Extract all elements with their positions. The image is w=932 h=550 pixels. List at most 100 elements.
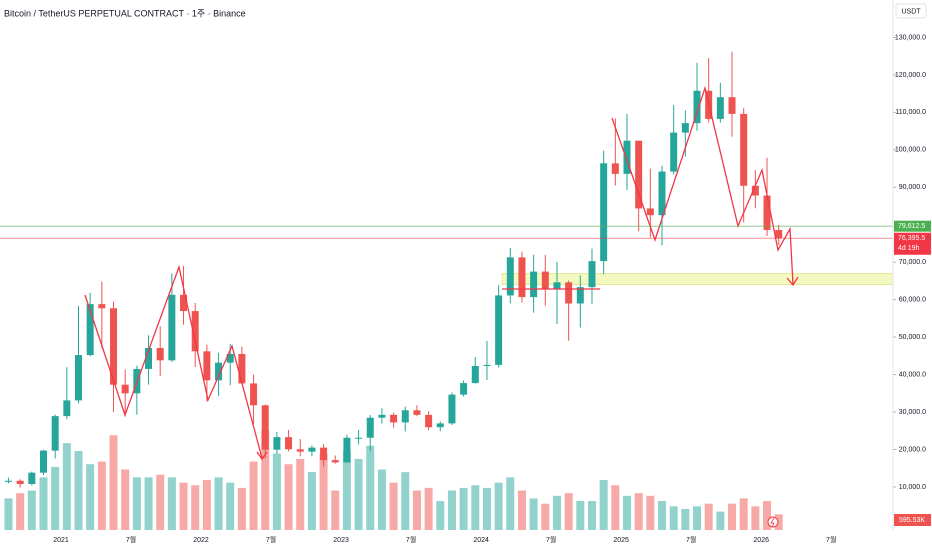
volume-bar	[506, 477, 515, 530]
x-tick-label: 2022	[193, 537, 209, 544]
candle-body	[355, 437, 363, 439]
volume-bar	[494, 482, 503, 530]
candle-body	[366, 417, 374, 438]
volume-bar	[144, 477, 153, 530]
volume-bar	[354, 458, 363, 530]
volume-bar	[97, 461, 106, 530]
volume-bar	[728, 503, 737, 530]
x-tick-label: 7월	[686, 535, 696, 544]
y-tick-label: 100,000.0	[895, 147, 926, 154]
candle-body	[156, 347, 164, 361]
volume-bar	[4, 498, 13, 530]
volume-bar	[319, 453, 328, 530]
price-label-box	[894, 220, 931, 232]
candle-body	[343, 437, 351, 463]
candle-body	[436, 423, 444, 428]
volume-bar	[599, 480, 608, 530]
volume-bar	[331, 490, 340, 530]
volume-bar	[517, 490, 526, 530]
volume-bar	[693, 506, 702, 530]
arrow-head	[256, 451, 268, 461]
volume-bar	[366, 445, 375, 530]
candle-body	[28, 472, 36, 485]
candle-body	[4, 480, 12, 482]
volume-bar	[611, 485, 620, 530]
y-tick-label: 20,000.0	[899, 446, 926, 453]
candle-body	[495, 295, 503, 365]
volume-bar	[412, 490, 421, 530]
volume-bar	[62, 443, 71, 530]
x-tick-label: 7월	[126, 535, 136, 544]
candle-body	[261, 405, 269, 450]
candle-body	[63, 400, 71, 417]
candle-body	[401, 410, 409, 423]
candle-layer	[4, 51, 783, 488]
candle-body	[413, 410, 421, 415]
volume-bar	[284, 464, 293, 530]
candle-body	[145, 347, 153, 369]
candle-body	[250, 383, 258, 406]
volume-bar	[751, 506, 760, 530]
volume-bar	[132, 477, 141, 530]
candle-body	[308, 447, 316, 452]
candle-body	[740, 113, 748, 186]
volume-bar	[763, 501, 772, 530]
candle-body	[203, 351, 211, 381]
volume-bar	[272, 453, 281, 530]
volume-bar	[541, 503, 550, 530]
candle-body	[541, 271, 549, 290]
candle-body	[471, 366, 479, 384]
volume-bar	[401, 472, 410, 530]
y-tick-label: 30,000.0	[899, 409, 926, 416]
candle-body	[226, 353, 234, 363]
volume-bar	[552, 495, 561, 530]
y-tick-label: 110,000.0	[895, 109, 926, 116]
candle-body	[681, 123, 689, 133]
candle-body	[588, 261, 596, 288]
volume-bar	[646, 495, 655, 530]
candle-body	[331, 460, 339, 463]
volume-bar	[109, 435, 118, 530]
volume-bar	[716, 511, 725, 530]
volume-bar	[237, 487, 246, 530]
zone-layer	[501, 273, 894, 285]
price-line-layer	[0, 225, 893, 239]
volume-bar	[86, 464, 95, 530]
volume-bar	[179, 482, 188, 530]
volume-label-box	[894, 514, 931, 526]
y-tick-label: 50,000.0	[899, 334, 926, 341]
x-tick-label: 7월	[546, 535, 556, 544]
volume-bar	[389, 482, 398, 530]
drawings	[84, 85, 799, 461]
candle-body	[658, 171, 666, 216]
volume-bar	[167, 477, 176, 530]
volume-bar	[342, 451, 351, 530]
price-label: 79,612.5	[898, 223, 925, 230]
volume-bar	[669, 506, 678, 530]
candle-body	[763, 195, 771, 230]
volume-bar	[307, 472, 316, 530]
y-tick-label: 130,000.0	[895, 34, 926, 41]
volume-bar	[377, 469, 386, 530]
candle-body	[775, 229, 783, 239]
volume-bar	[622, 495, 631, 530]
candle-body	[518, 257, 526, 298]
candle-body	[693, 90, 701, 124]
x-tick-label: 2021	[53, 537, 69, 544]
candle-body	[565, 282, 573, 304]
x-tick-label: 7월	[826, 535, 836, 544]
volume-bar	[214, 477, 223, 530]
candle-body	[390, 414, 398, 423]
price-label: 76,395.5	[898, 235, 925, 242]
candle-body	[285, 437, 293, 450]
candle-body	[623, 140, 631, 174]
x-tick-label: 2023	[333, 537, 349, 544]
volume-bar	[658, 501, 667, 530]
x-tick-label: 2025	[613, 537, 629, 544]
candle-body	[728, 97, 736, 114]
volume-bar	[51, 466, 60, 530]
candle-body	[86, 304, 94, 356]
candle-body	[506, 257, 514, 296]
x-tick-label: 7월	[266, 535, 276, 544]
